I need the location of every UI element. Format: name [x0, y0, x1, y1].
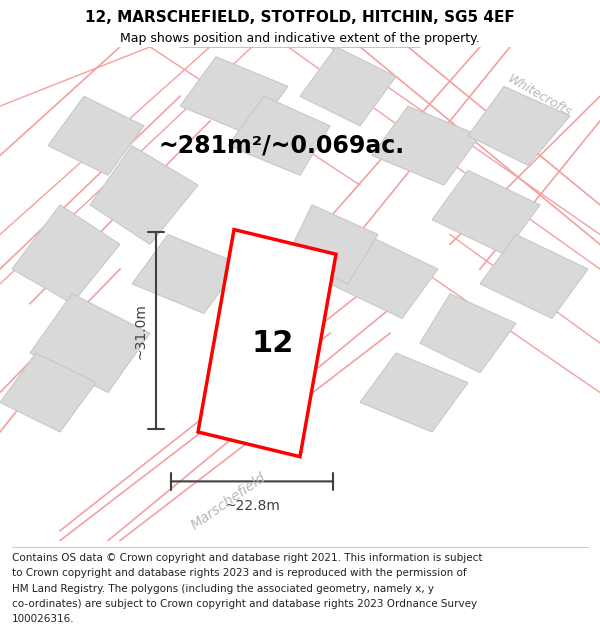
Text: ~31.0m: ~31.0m [134, 303, 148, 359]
Text: Whitecrofts: Whitecrofts [506, 72, 574, 120]
Polygon shape [180, 57, 288, 136]
Polygon shape [198, 229, 336, 457]
Polygon shape [330, 234, 438, 318]
Polygon shape [372, 106, 480, 185]
Text: 12: 12 [252, 329, 294, 357]
Polygon shape [300, 47, 396, 126]
Polygon shape [360, 353, 468, 432]
Polygon shape [12, 205, 120, 304]
Text: Contains OS data © Crown copyright and database right 2021. This information is : Contains OS data © Crown copyright and d… [12, 553, 482, 563]
Text: ~281m²/~0.069ac.: ~281m²/~0.069ac. [159, 134, 405, 158]
Text: Marschefield: Marschefield [188, 470, 268, 532]
Text: HM Land Registry. The polygons (including the associated geometry, namely x, y: HM Land Registry. The polygons (includin… [12, 584, 434, 594]
Polygon shape [480, 234, 588, 318]
Polygon shape [30, 294, 150, 392]
Polygon shape [132, 234, 240, 314]
Text: co-ordinates) are subject to Crown copyright and database rights 2023 Ordnance S: co-ordinates) are subject to Crown copyr… [12, 599, 477, 609]
Polygon shape [288, 205, 378, 284]
Polygon shape [48, 96, 144, 175]
Polygon shape [420, 294, 516, 372]
Text: 12, MARSCHEFIELD, STOTFOLD, HITCHIN, SG5 4EF: 12, MARSCHEFIELD, STOTFOLD, HITCHIN, SG5… [85, 10, 515, 25]
Polygon shape [0, 353, 96, 432]
Polygon shape [228, 96, 330, 175]
Text: 100026316.: 100026316. [12, 614, 74, 624]
Text: ~22.8m: ~22.8m [224, 499, 280, 513]
Text: to Crown copyright and database rights 2023 and is reproduced with the permissio: to Crown copyright and database rights 2… [12, 569, 467, 579]
Polygon shape [432, 170, 540, 254]
Text: Map shows position and indicative extent of the property.: Map shows position and indicative extent… [120, 32, 480, 45]
Polygon shape [468, 86, 570, 166]
Polygon shape [90, 146, 198, 244]
